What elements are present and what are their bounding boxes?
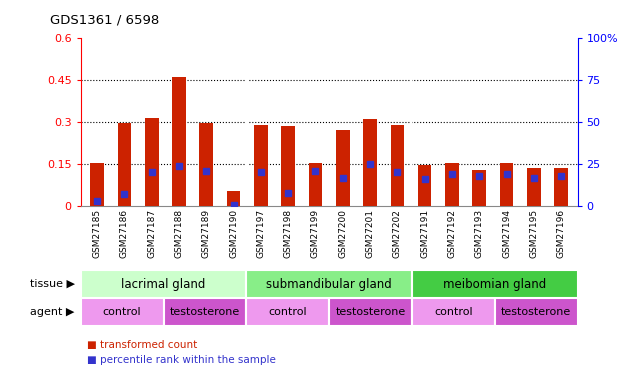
Text: tissue ▶: tissue ▶ [30, 279, 75, 289]
Bar [391, 124, 404, 206]
Text: testosterone: testosterone [501, 307, 571, 317]
Text: testosterone: testosterone [170, 307, 240, 317]
Bar [199, 123, 213, 206]
Bar [247, 298, 329, 326]
Bar [163, 298, 247, 326]
Bar [412, 270, 578, 298]
Bar [500, 163, 514, 206]
Text: GDS1361 / 6598: GDS1361 / 6598 [50, 13, 159, 26]
Bar [495, 298, 578, 326]
Text: ■ transformed count: ■ transformed count [87, 340, 197, 350]
Bar [329, 298, 412, 326]
Bar [555, 168, 568, 206]
Bar [254, 124, 268, 206]
Bar [445, 163, 459, 206]
Text: control: control [103, 307, 142, 317]
Bar [227, 191, 240, 206]
Text: ■ percentile rank within the sample: ■ percentile rank within the sample [87, 355, 276, 365]
Bar [281, 126, 295, 206]
Bar [145, 118, 158, 206]
Bar [309, 163, 322, 206]
Bar [90, 163, 104, 206]
Bar [81, 270, 247, 298]
Bar [247, 270, 412, 298]
Bar [412, 298, 495, 326]
Text: meibomian gland: meibomian gland [443, 278, 546, 291]
Bar [117, 123, 131, 206]
Text: submandibular gland: submandibular gland [266, 278, 392, 291]
Bar [473, 170, 486, 206]
Bar [363, 119, 377, 206]
Text: agent ▶: agent ▶ [30, 307, 75, 317]
Text: control: control [434, 307, 473, 317]
Bar [527, 168, 541, 206]
Text: testosterone: testosterone [335, 307, 406, 317]
Bar [336, 130, 350, 206]
Bar [81, 298, 163, 326]
Bar [172, 77, 186, 206]
Text: lacrimal gland: lacrimal gland [121, 278, 206, 291]
Bar [418, 165, 432, 206]
Text: control: control [268, 307, 307, 317]
